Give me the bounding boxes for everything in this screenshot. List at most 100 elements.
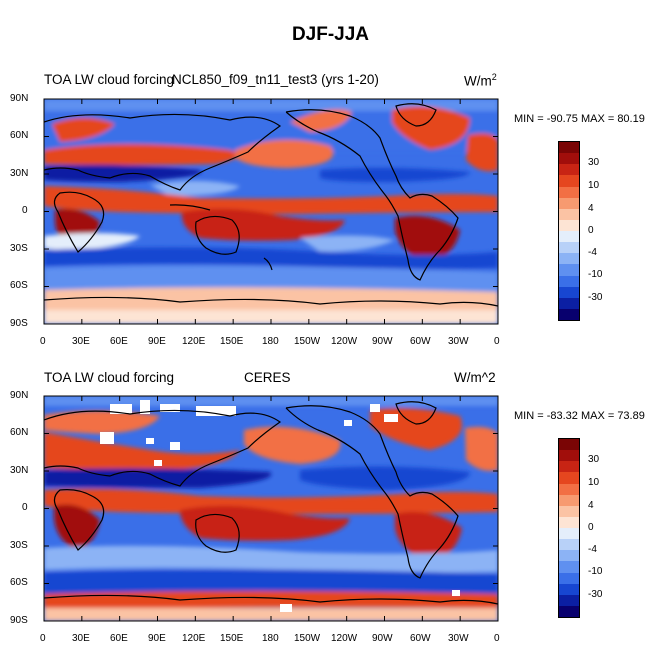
colorbar-swatch xyxy=(559,583,579,595)
p1-cb-label: 4 xyxy=(588,203,594,214)
colorbar-swatch xyxy=(559,472,579,484)
p1-cb-label: -4 xyxy=(588,247,597,258)
colorbar-swatch xyxy=(559,561,579,573)
colorbar-swatch xyxy=(559,297,579,309)
colorbar-swatch xyxy=(559,275,579,287)
p2-xtick: 90E xyxy=(148,633,166,644)
p2-ytick-60s: 60S xyxy=(10,577,28,588)
p2-xtick: 120E xyxy=(182,633,206,644)
p1-cb-label: 0 xyxy=(588,225,594,236)
p2-xtick: 30W xyxy=(448,633,469,644)
p1-ytick-0: 0 xyxy=(22,205,28,216)
colorbar-swatch xyxy=(559,539,579,551)
p2-cb-label: -30 xyxy=(588,589,603,600)
p1-ytick-60s: 60S xyxy=(10,280,28,291)
colorbar-swatch xyxy=(559,219,579,231)
panel2-left-label: TOA LW cloud forcing xyxy=(44,370,175,385)
panel1-center-label: NCL850_f09_tn11_test3 (yrs 1-20) xyxy=(172,72,379,87)
p2-xtick: 120W xyxy=(331,633,358,644)
p1-cb-label: -10 xyxy=(588,269,603,280)
axis-ticks xyxy=(43,98,499,622)
colorbar-swatch xyxy=(559,153,579,165)
p2-xtick: 150W xyxy=(294,633,321,644)
panel2-map-field xyxy=(44,396,498,621)
p2-cb-label: 30 xyxy=(588,454,600,465)
p1-xtick: 150E xyxy=(220,336,244,347)
colorbar-swatch xyxy=(559,516,579,528)
p1-xtick: 180 xyxy=(262,336,279,347)
p1-xtick: 0 xyxy=(494,336,500,347)
panel2-stats: MIN = -83.32 MAX = 73.89 xyxy=(514,410,645,422)
p1-xtick: 0 xyxy=(40,336,46,347)
p1-ytick-30n: 30N xyxy=(10,168,29,179)
colorbar-swatch xyxy=(559,308,579,320)
p1-xtick: 90E xyxy=(148,336,166,347)
p1-xtick: 120E xyxy=(182,336,206,347)
colorbar-swatch xyxy=(559,286,579,298)
p2-ytick-90s: 90S xyxy=(10,615,28,626)
p2-xtick: 90W xyxy=(372,633,393,644)
colorbar-swatch xyxy=(559,439,579,451)
p1-ytick-90s: 90S xyxy=(10,318,28,329)
p2-cb-label: -4 xyxy=(588,544,597,555)
panel2-units: W/m^2 xyxy=(454,370,496,385)
p1-xtick: 60W xyxy=(410,336,431,347)
p2-xtick: 0 xyxy=(40,633,46,644)
panel1-units-base: W/m xyxy=(464,73,492,89)
colorbar-swatch xyxy=(559,164,579,176)
p2-ytick-60n: 60N xyxy=(10,427,29,438)
p2-ytick-90n: 90N xyxy=(10,390,29,401)
panel1-stats: MIN = -90.75 MAX = 80.19 xyxy=(514,113,645,125)
colorbar-swatch xyxy=(559,494,579,506)
colorbar-swatch xyxy=(559,450,579,462)
colorbar-swatch xyxy=(559,231,579,243)
p2-xtick: 150E xyxy=(220,633,244,644)
p2-xtick: 30E xyxy=(72,633,90,644)
p2-cb-label: 0 xyxy=(588,522,594,533)
colorbar-swatch xyxy=(559,483,579,495)
figure-title: DJF-JJA xyxy=(291,24,370,45)
panel1-units-sup: 2 xyxy=(491,72,497,82)
p2-ytick-0: 0 xyxy=(22,502,28,513)
colorbar-swatch xyxy=(559,186,579,198)
colorbar-swatch xyxy=(559,142,579,154)
p1-xtick: 90W xyxy=(372,336,393,347)
p1-ytick-90n: 90N xyxy=(10,93,29,104)
panel1-units: W/m2 xyxy=(464,72,497,89)
p1-xtick: 150W xyxy=(294,336,321,347)
panel2-center-label: CERES xyxy=(244,370,291,385)
p1-xtick: 30E xyxy=(72,336,90,347)
colorbar-swatch xyxy=(559,175,579,187)
p1-xtick: 60E xyxy=(110,336,128,347)
colorbar-swatch xyxy=(559,594,579,606)
p2-cb-label: 4 xyxy=(588,500,594,511)
colorbar-swatch xyxy=(559,505,579,517)
panel1-left-label: TOA LW cloud forcing xyxy=(44,72,175,87)
p2-xtick: 180 xyxy=(262,633,279,644)
colorbar-swatch xyxy=(559,605,579,617)
p2-ytick-30s: 30S xyxy=(10,540,28,551)
p1-ytick-60n: 60N xyxy=(10,130,29,141)
colorbar-swatch xyxy=(559,550,579,562)
colorbar-swatch xyxy=(559,242,579,254)
colorbar-swatch xyxy=(559,461,579,473)
p1-cb-label: 10 xyxy=(588,180,600,191)
p1-xtick: 120W xyxy=(331,336,358,347)
colorbar-swatch xyxy=(559,197,579,209)
colorbar-swatch xyxy=(559,572,579,584)
p2-xtick: 60E xyxy=(110,633,128,644)
p2-ytick-30n: 30N xyxy=(10,465,29,476)
colorbar-swatch xyxy=(559,253,579,265)
p1-ytick-30s: 30S xyxy=(10,243,28,254)
p2-cb-label: -10 xyxy=(588,566,603,577)
panel2-colorbar xyxy=(558,438,580,618)
colorbar-swatch xyxy=(559,528,579,540)
p1-cb-label: -30 xyxy=(588,292,603,303)
p2-cb-label: 10 xyxy=(588,477,600,488)
panel1-colorbar xyxy=(558,141,580,321)
panel1-map-field xyxy=(44,99,498,324)
p1-xtick: 30W xyxy=(448,336,469,347)
p1-cb-label: 30 xyxy=(588,157,600,168)
p2-xtick: 60W xyxy=(410,633,431,644)
